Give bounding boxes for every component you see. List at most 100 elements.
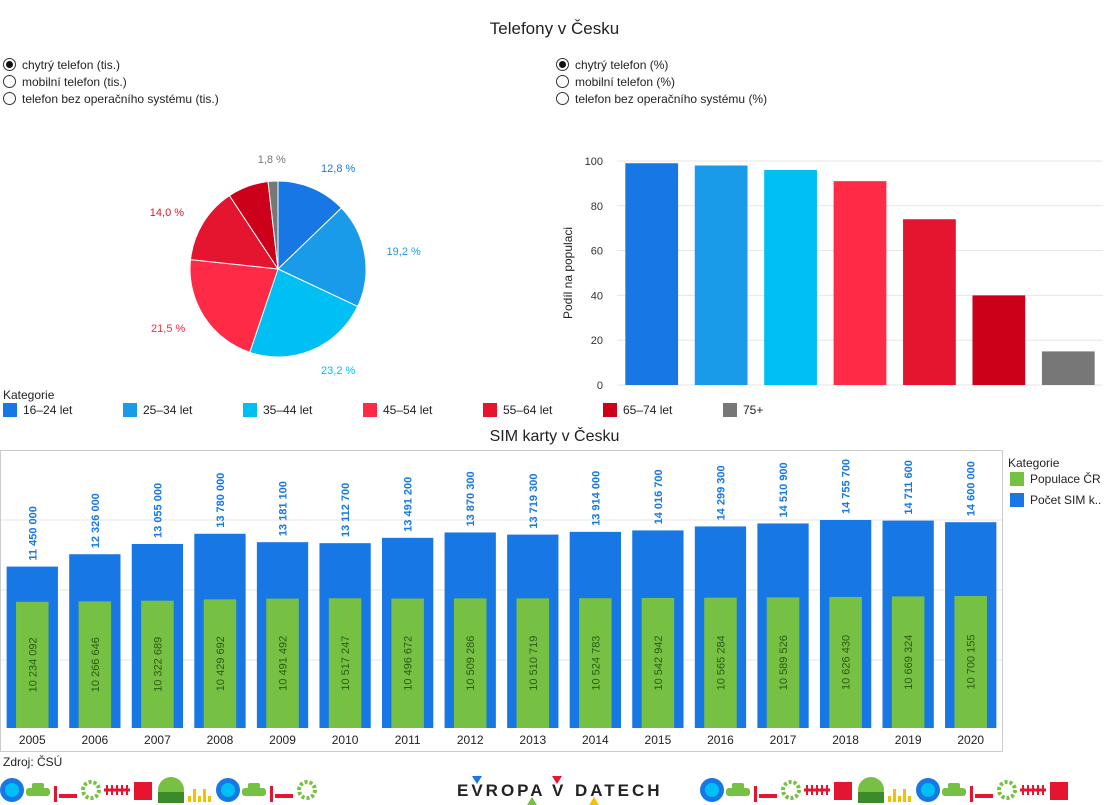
left-radio-0[interactable]: chytrý telefon (tis.) xyxy=(3,56,219,73)
sim-legend-item[interactable]: Počet SIM k.. xyxy=(1010,493,1101,507)
lamp-bench-icon xyxy=(59,794,77,798)
legend-swatch xyxy=(1010,493,1024,507)
pie-slice[interactable] xyxy=(277,180,343,271)
x-tick-label: 2006 xyxy=(81,733,108,747)
legend-item[interactable]: 25–34 let xyxy=(123,403,192,417)
sim-legend-title: Kategorie xyxy=(1008,456,1060,470)
population-bar[interactable] xyxy=(579,598,612,728)
sim-chart-title: SIM karty v Česku xyxy=(489,428,620,445)
population-bar[interactable] xyxy=(891,596,925,728)
x-tick-label: 2009 xyxy=(269,733,296,747)
population-bar[interactable] xyxy=(141,600,174,728)
legend-item[interactable]: 16–24 let xyxy=(3,403,72,417)
sim-data-label: 13 181 100 xyxy=(278,481,290,536)
left-radio-1[interactable]: mobilní telefon (tis.) xyxy=(3,73,219,90)
pie-slice[interactable] xyxy=(189,194,280,270)
bar-chart-icon xyxy=(898,796,901,802)
car-icon xyxy=(242,788,266,796)
population-bar[interactable] xyxy=(391,598,424,728)
legend-item[interactable]: 65–74 let xyxy=(603,403,672,417)
population-data-label: 10 234 092 xyxy=(27,637,39,692)
radio-button[interactable] xyxy=(3,75,16,88)
x-tick-label: 2017 xyxy=(770,733,797,747)
percent-bar[interactable] xyxy=(903,219,956,385)
logo-triangle-icon xyxy=(527,797,537,805)
population-bar[interactable] xyxy=(641,597,675,728)
radio-button[interactable] xyxy=(3,92,16,105)
legend-item[interactable]: 55–64 let xyxy=(483,403,552,417)
population-bar[interactable] xyxy=(766,597,800,728)
legend-item[interactable]: 45–54 let xyxy=(363,403,432,417)
sim-data-label: 14 016 700 xyxy=(653,469,665,524)
radio-label: chytrý telefon (%) xyxy=(575,57,669,72)
percent-bar[interactable] xyxy=(625,163,679,385)
x-tick-label: 2020 xyxy=(957,733,984,747)
pie-slice[interactable] xyxy=(249,268,359,358)
sim-data-label: 14 755 700 xyxy=(841,459,853,514)
logo-triangle-icon xyxy=(589,797,599,805)
radio-button[interactable] xyxy=(556,58,569,71)
population-data-label: 10 266 646 xyxy=(90,637,102,692)
population-data-label: 10 626 430 xyxy=(841,635,853,690)
right-radio-0[interactable]: chytrý telefon (%) xyxy=(556,56,767,73)
population-bar[interactable] xyxy=(328,598,362,728)
pie-slice[interactable] xyxy=(267,180,279,270)
x-tick-label: 2013 xyxy=(519,733,546,747)
population-data-label: 10 322 689 xyxy=(152,637,164,692)
population-data-label: 10 509 286 xyxy=(465,636,477,691)
percent-bar[interactable] xyxy=(972,295,1026,385)
population-bar[interactable] xyxy=(516,598,550,728)
lamp-bench-icon xyxy=(275,794,293,798)
lamp-bench-icon xyxy=(754,786,757,802)
source-note: Zdroj: ČSÚ xyxy=(3,755,63,769)
pie-data-label: 12,8 % xyxy=(321,163,355,175)
population-bar[interactable] xyxy=(954,596,987,728)
population-data-label: 10 565 284 xyxy=(715,635,727,690)
bar-chart-icon xyxy=(888,796,891,802)
pie-slice[interactable] xyxy=(189,259,279,353)
percent-bar[interactable] xyxy=(1041,351,1095,385)
left-radio-2[interactable]: telefon bez operačního systému (tis.) xyxy=(3,90,219,107)
population-bar[interactable] xyxy=(453,598,487,728)
population-bar[interactable] xyxy=(16,601,49,728)
radio-button[interactable] xyxy=(3,58,16,71)
population-bar[interactable] xyxy=(78,601,112,728)
pie-data-label: 1,8 % xyxy=(258,154,286,166)
population-bar[interactable] xyxy=(704,597,737,728)
car-icon xyxy=(948,783,960,789)
population-data-label: 10 491 492 xyxy=(278,636,290,691)
landscape-icon xyxy=(158,792,184,803)
population-data-label: 10 524 783 xyxy=(590,636,602,691)
radio-button[interactable] xyxy=(556,75,569,88)
population-bar[interactable] xyxy=(203,599,237,728)
pie-slice[interactable] xyxy=(277,207,367,308)
legend-label: 75+ xyxy=(743,403,764,417)
percent-bar[interactable] xyxy=(833,181,887,385)
x-tick-label: 2010 xyxy=(332,733,359,747)
sim-data-label: 12 326 000 xyxy=(90,493,102,548)
legend-label: 65–74 let xyxy=(623,403,673,417)
legend-item[interactable]: 35–44 let xyxy=(243,403,312,417)
x-tick-label: 2015 xyxy=(645,733,672,747)
radio-button[interactable] xyxy=(556,92,569,105)
sim-data-label: 14 600 000 xyxy=(966,461,978,516)
y-axis-label: Podíl na populaci xyxy=(561,227,575,319)
percent-bar[interactable] xyxy=(694,165,748,385)
legend-item[interactable]: 75+ xyxy=(723,403,763,417)
gear-icon xyxy=(781,780,801,800)
legend-swatch xyxy=(123,403,137,417)
population-bar[interactable] xyxy=(829,596,862,728)
sim-legend-item[interactable]: Populace ČR xyxy=(1010,472,1101,486)
legend-title: Kategorie xyxy=(3,388,55,402)
globe-icon xyxy=(5,783,19,797)
x-tick-label: 2012 xyxy=(457,733,484,747)
population-data-label: 10 496 672 xyxy=(403,636,415,691)
percent-bar[interactable] xyxy=(764,169,817,385)
right-radio-1[interactable]: mobilní telefon (%) xyxy=(556,73,767,90)
logo-text-right: DATECH xyxy=(575,781,663,800)
logo-text-left: EVROPA xyxy=(457,781,546,800)
logo-text-mid: V xyxy=(552,781,564,800)
right-radio-2[interactable]: telefon bez operačního systému (%) xyxy=(556,90,767,107)
x-tick-label: 2007 xyxy=(144,733,171,747)
population-bar[interactable] xyxy=(266,598,299,728)
